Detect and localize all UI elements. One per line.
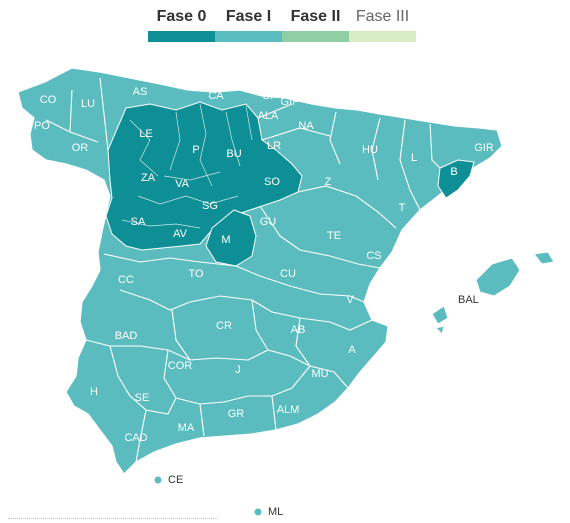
label-cad: CAD <box>124 432 147 444</box>
label-ce: CE <box>168 474 183 486</box>
label-or: OR <box>72 142 89 154</box>
label-po: PO <box>34 120 50 132</box>
label-b: B <box>450 166 457 178</box>
label-so: SO <box>264 176 280 188</box>
label-lr: LR <box>267 140 281 152</box>
label-va: VA <box>175 178 190 190</box>
label-sg: SG <box>202 200 218 212</box>
legend-swatch-fase-2 <box>282 31 349 42</box>
label-bal: BAL <box>458 294 479 306</box>
balearic-formentera <box>435 325 445 335</box>
legend-item-fase-1: Fase I <box>215 6 282 42</box>
label-hu: HU <box>362 144 378 156</box>
label-p: P <box>192 144 199 156</box>
label-as: AS <box>133 86 148 98</box>
label-le: LE <box>139 128 152 140</box>
label-ala: ALA <box>258 110 279 122</box>
legend-item-fase-0: Fase 0 <box>148 6 215 42</box>
label-ml: ML <box>268 506 283 518</box>
label-bi: BI <box>263 90 273 102</box>
label-cor: COR <box>168 360 193 372</box>
label-cu: CU <box>280 268 296 280</box>
label-cc: CC <box>118 274 134 286</box>
label-v: V <box>346 294 354 306</box>
legend-swatch-fase-1 <box>215 31 282 42</box>
label-t: T <box>399 202 406 214</box>
label-te: TE <box>327 230 341 242</box>
legend-label-fase-1: Fase I <box>225 8 272 25</box>
bottom-divider <box>8 518 218 519</box>
label-alm: ALM <box>277 404 300 416</box>
label-ma: MA <box>178 422 195 434</box>
balearic-menorca <box>533 251 555 265</box>
legend-swatch-fase-3 <box>349 31 416 42</box>
label-l: L <box>411 152 417 164</box>
label-bad: BAD <box>115 330 138 342</box>
fase-0-subdivision-lines <box>121 103 253 229</box>
label-se: SE <box>135 392 150 404</box>
legend-swatch-fase-0 <box>148 31 215 42</box>
balearic-ibiza <box>431 305 449 325</box>
label-lu: LU <box>81 98 95 110</box>
fase-0-region-madrid <box>205 209 257 267</box>
balearic-mallorca <box>475 257 521 297</box>
label-co: CO <box>40 94 57 106</box>
phase-legend: Fase 0 Fase I Fase II Fase III <box>148 6 418 46</box>
ceuta-dot <box>154 476 162 484</box>
fase-0-region-barcelona <box>437 159 475 199</box>
label-gu: GU <box>260 216 277 228</box>
legend-item-fase-2: Fase II <box>282 6 349 42</box>
label-j: J <box>235 364 241 376</box>
legend-item-fase-3: Fase III <box>349 6 416 42</box>
label-cs: CS <box>366 250 381 262</box>
label-z: Z <box>325 176 332 188</box>
label-a: A <box>348 344 356 356</box>
label-za: ZA <box>141 172 156 184</box>
label-av: AV <box>173 228 188 240</box>
label-to: TO <box>188 268 204 280</box>
label-m: M <box>221 234 230 246</box>
label-ca: CA <box>208 90 224 102</box>
label-ab: AB <box>291 324 306 336</box>
label-sa: SA <box>131 216 146 228</box>
legend-label-fase-3: Fase III <box>355 8 410 25</box>
melilla-dot <box>254 508 262 516</box>
legend-label-fase-2: Fase II <box>290 8 341 25</box>
label-h: H <box>90 386 98 398</box>
label-gir: GIR <box>474 142 494 154</box>
legend-label-fase-0: Fase 0 <box>156 8 207 25</box>
label-gip: GIP <box>281 96 300 108</box>
label-na: NA <box>298 120 314 132</box>
label-gr: GR <box>228 408 245 420</box>
label-mu: MU <box>311 368 328 380</box>
label-cr: CR <box>216 320 232 332</box>
label-bu: BU <box>226 148 241 160</box>
province-borders <box>45 77 441 463</box>
